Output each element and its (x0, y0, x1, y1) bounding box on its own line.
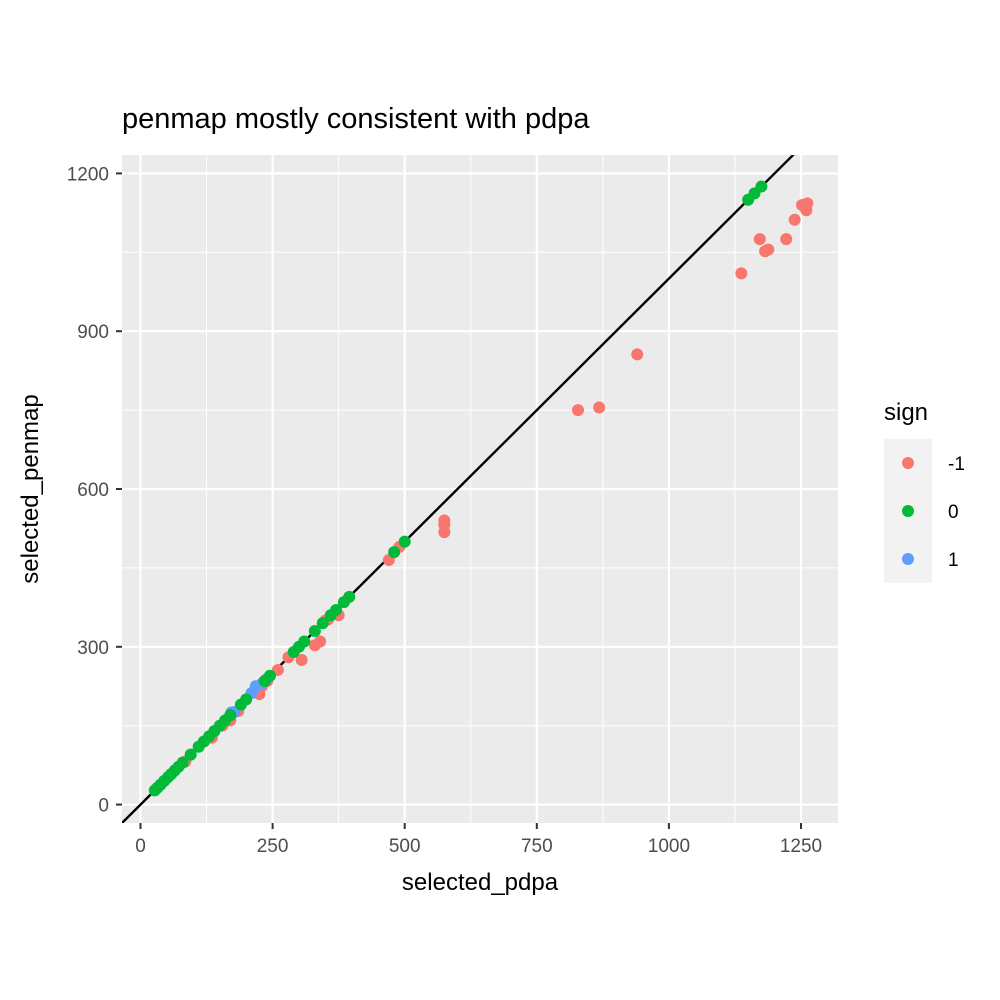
data-point-sign--1 (572, 404, 585, 417)
data-point-sign--1 (801, 197, 814, 210)
data-point-sign--1 (438, 514, 451, 527)
data-point-sign--1 (735, 267, 748, 280)
data-point-sign--1 (762, 243, 775, 256)
data-point-sign-0 (240, 693, 253, 706)
legend-key-sign--1 (902, 457, 914, 469)
legend-label: 0 (948, 502, 959, 523)
data-point-sign-0 (330, 603, 343, 616)
legend: sign -1 0 1 (884, 399, 965, 583)
data-point-sign-0 (398, 535, 411, 548)
data-point-sign-0 (755, 180, 768, 193)
data-point-sign-0 (308, 625, 321, 638)
data-point-sign--1 (314, 635, 327, 648)
x-tick-label: 500 (389, 836, 421, 857)
y-axis-ticks: 0 300 600 900 1200 (67, 164, 122, 817)
legend-items: -1 0 1 (902, 454, 965, 571)
data-point-sign--1 (593, 401, 606, 414)
legend-key-sign-0 (902, 505, 914, 517)
x-tick-label: 1000 (648, 836, 690, 857)
data-point-sign--1 (295, 653, 308, 666)
legend-key-sign-1 (902, 553, 914, 565)
x-tick-label: 1250 (780, 836, 822, 857)
legend-title: sign (884, 399, 928, 426)
data-point-sign-0 (263, 669, 276, 682)
data-point-sign-0 (388, 546, 401, 559)
y-tick-label: 300 (77, 638, 109, 659)
data-point-sign-0 (316, 617, 329, 630)
y-tick-label: 1200 (67, 164, 109, 185)
x-axis-ticks: 0 250 500 750 1000 1250 (135, 823, 822, 857)
x-tick-label: 250 (257, 836, 289, 857)
y-tick-label: 900 (77, 322, 109, 343)
y-tick-label: 600 (77, 480, 109, 501)
y-tick-label: 0 (98, 796, 109, 817)
data-point-sign--1 (780, 233, 793, 246)
x-axis-title: selected_pdpa (402, 869, 559, 896)
legend-label: 1 (948, 550, 959, 571)
data-point-sign-0 (343, 590, 356, 603)
major-gridlines (122, 155, 838, 823)
data-point-sign-0 (184, 748, 197, 761)
data-point-sign-0 (224, 709, 237, 722)
data-point-sign-0 (176, 756, 189, 769)
data-point-sign-0 (298, 635, 311, 648)
data-point-sign--1 (788, 213, 801, 226)
data-point-sign--1 (631, 348, 644, 361)
x-tick-label: 0 (135, 836, 146, 857)
legend-label: -1 (948, 454, 965, 475)
chart-title: penmap mostly consistent with pdpa (122, 103, 590, 135)
data-point-sign--1 (753, 233, 766, 246)
y-axis-title: selected_penmap (17, 394, 44, 583)
x-tick-label: 750 (521, 836, 553, 857)
data-points (148, 180, 814, 797)
